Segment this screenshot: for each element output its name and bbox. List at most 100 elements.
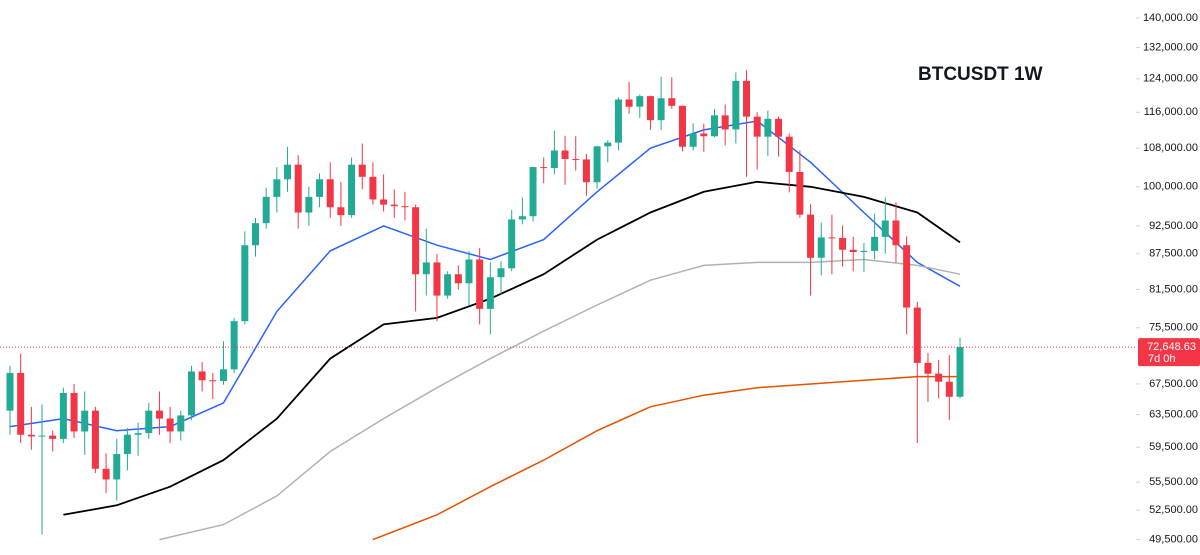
- candle-body: [881, 220, 889, 237]
- y-tick-label: 124,000.00: [1143, 73, 1198, 85]
- y-tick-label: 140,000.00: [1143, 12, 1198, 24]
- candle-body: [123, 434, 131, 455]
- candle-body: [871, 236, 879, 251]
- candle-body: [444, 274, 452, 296]
- candle-body: [305, 196, 313, 213]
- candle-body: [529, 167, 537, 217]
- candle-body: [262, 196, 270, 224]
- y-tick-label: 81,500.00: [1149, 283, 1198, 295]
- candle-body: [582, 159, 590, 183]
- candle-body: [219, 369, 227, 381]
- moving-average-line: [63, 180, 961, 516]
- candle-body: [294, 164, 302, 213]
- candle-body: [796, 171, 804, 215]
- candle-body: [155, 410, 163, 419]
- candle-body: [689, 133, 697, 147]
- candle-body: [924, 362, 932, 374]
- countdown-label: 7d 0h: [1148, 353, 1176, 365]
- moving-average-line: [159, 258, 961, 541]
- candle-body: [700, 133, 708, 137]
- candle-body: [636, 96, 644, 107]
- candle-body: [764, 118, 772, 137]
- candle-body: [369, 176, 377, 200]
- candle-body: [454, 274, 462, 284]
- candle-body: [892, 220, 900, 246]
- candle-body: [817, 237, 825, 258]
- moving-average-line: [372, 375, 960, 541]
- candle-body: [678, 105, 686, 147]
- candle-body: [241, 245, 249, 322]
- candle-body: [839, 237, 847, 250]
- candle-body: [326, 179, 334, 208]
- candle-body: [753, 116, 761, 137]
- candle-body: [604, 142, 612, 147]
- y-tick-label: 116,000.00: [1144, 106, 1198, 118]
- candle-body: [284, 164, 292, 180]
- chart-title: BTCUSDT 1W: [918, 64, 1043, 85]
- candle-body: [316, 179, 324, 197]
- y-tick-label: 92,500.00: [1149, 220, 1198, 232]
- candle-body: [465, 259, 473, 284]
- candle-body: [38, 435, 46, 437]
- candle-body: [646, 96, 654, 121]
- candle-body: [593, 146, 601, 183]
- candle-body: [6, 372, 14, 411]
- candle-body: [380, 199, 388, 205]
- candle-body: [668, 98, 676, 106]
- candle-body: [732, 80, 740, 130]
- y-tick-label: 100,000.00: [1143, 181, 1198, 193]
- candle-body: [903, 245, 911, 308]
- candle-body: [358, 164, 366, 177]
- candle-body: [209, 380, 217, 382]
- candle-body: [913, 307, 921, 363]
- candle-body: [17, 372, 25, 435]
- y-tick-label: 87,500.00: [1149, 248, 1198, 260]
- candle-body: [625, 99, 633, 107]
- candle-body: [497, 268, 505, 278]
- candle-body: [508, 219, 516, 269]
- candle-body: [614, 99, 622, 143]
- y-tick-label: 59,500.00: [1149, 441, 1198, 453]
- y-tick-label: 63,500.00: [1149, 409, 1198, 421]
- candle-body: [390, 204, 398, 207]
- y-tick-label: 67,500.00: [1149, 378, 1198, 390]
- candle-body: [102, 468, 110, 480]
- candle-body: [572, 158, 580, 160]
- candle-body: [91, 410, 99, 469]
- candle-body: [710, 115, 718, 137]
- candle-body: [540, 167, 548, 169]
- candle-body: [721, 115, 729, 130]
- candle-body: [945, 381, 953, 397]
- candle-body: [860, 250, 868, 253]
- candle-body: [273, 179, 281, 197]
- candle-body: [476, 259, 484, 309]
- y-tick-label: 52,500.00: [1149, 504, 1198, 516]
- candle-body: [486, 277, 494, 309]
- candle-body: [956, 347, 964, 397]
- candle-body: [849, 249, 857, 253]
- candle-body: [807, 214, 815, 258]
- last-price-label: 72,648.63: [1147, 341, 1196, 353]
- candle-body: [187, 371, 195, 416]
- candle-body: [252, 223, 260, 246]
- candle-body: [785, 136, 793, 172]
- candle-body: [70, 392, 78, 432]
- candle-body: [27, 434, 35, 437]
- candle-body: [59, 392, 67, 439]
- candle-body: [422, 262, 430, 275]
- y-tick-label: 108,000.00: [1143, 142, 1198, 154]
- candle-body: [177, 415, 185, 432]
- candle-body: [412, 207, 420, 275]
- candle-body: [657, 98, 665, 121]
- candle-body: [550, 150, 558, 169]
- candle-body: [561, 150, 569, 159]
- candle-body: [401, 206, 409, 208]
- candle-body: [775, 118, 783, 137]
- last-price-box: [1138, 338, 1200, 367]
- y-tick-label: 132,000.00: [1143, 41, 1198, 53]
- candle-body: [113, 454, 121, 480]
- candle-body: [134, 433, 142, 435]
- candle-body: [145, 410, 153, 434]
